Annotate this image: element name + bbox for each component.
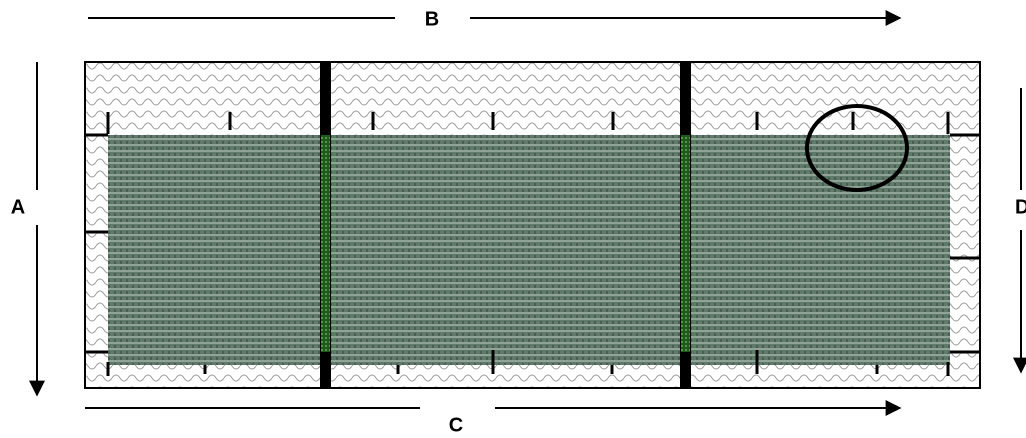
label-d: D <box>1015 196 1026 218</box>
highlight-circle <box>805 104 909 192</box>
mesh-area <box>108 135 950 365</box>
label-c: C <box>449 414 463 436</box>
ticks <box>85 112 980 376</box>
dividers <box>320 62 691 388</box>
label-b: B <box>425 8 439 30</box>
dimension-arrows <box>29 10 1026 416</box>
label-a: A <box>11 196 25 218</box>
